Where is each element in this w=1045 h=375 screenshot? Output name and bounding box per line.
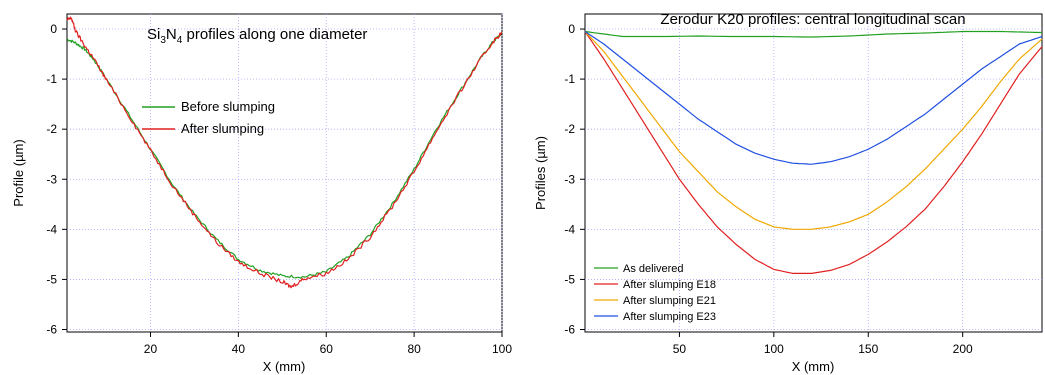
right-legend-label-e21: After slumping E21 bbox=[623, 295, 716, 307]
left-x-tick-label: 60 bbox=[320, 342, 334, 356]
right-plot-frame bbox=[584, 13, 1043, 333]
left-series-line-1 bbox=[66, 16, 503, 289]
left-legend-label-before: Before slumping bbox=[181, 99, 275, 114]
right-series-line-3 bbox=[584, 31, 1043, 165]
right-y-axis-label: Profiles (µm) bbox=[533, 136, 548, 210]
right-lines bbox=[584, 30, 1043, 274]
left-y-tick-label: -1 bbox=[46, 72, 57, 86]
right-y-tick-label: -1 bbox=[564, 72, 575, 86]
left-plot-frame bbox=[66, 13, 503, 333]
left-legend: Before slumping After slumping bbox=[142, 99, 275, 136]
left-y-tick-label: -5 bbox=[46, 272, 57, 286]
right-x-tick-label: 150 bbox=[858, 342, 878, 356]
right-ticks: 50 100 150 200 0 -1 -2 -3 -4 -5 -6 bbox=[564, 22, 973, 356]
right-y-tick-label: -3 bbox=[564, 172, 575, 186]
left-x-tick-label: 100 bbox=[492, 342, 512, 356]
right-chart-title: Zerodur K20 profiles: central longitudin… bbox=[660, 11, 965, 28]
right-x-tick-label: 100 bbox=[764, 342, 784, 356]
left-ticks: 20 40 60 80 100 0 -1 -2 -3 -4 -5 -6 bbox=[46, 22, 512, 356]
left-x-tick-label: 80 bbox=[407, 342, 421, 356]
right-y-tick-label: -2 bbox=[564, 122, 575, 136]
right-series-line-1 bbox=[584, 31, 1043, 274]
right-x-axis-label: X (mm) bbox=[792, 359, 835, 374]
right-legend-label-delivered: As delivered bbox=[623, 263, 684, 275]
right-legend-label-e23: After slumping E23 bbox=[623, 311, 716, 323]
right-x-tick-label: 50 bbox=[673, 342, 687, 356]
right-chart: 50 100 150 200 0 -1 -2 -3 -4 -5 -6 Zerodur K20 pro… bbox=[533, 11, 1043, 374]
left-y-tick-label: -2 bbox=[46, 122, 57, 136]
left-series-line-0 bbox=[66, 32, 503, 279]
right-series-line-2 bbox=[584, 31, 1043, 230]
left-x-tick-label: 40 bbox=[232, 342, 246, 356]
right-y-tick-label: 0 bbox=[568, 22, 575, 36]
right-y-tick-label: -4 bbox=[564, 222, 575, 236]
left-lines bbox=[66, 16, 503, 289]
left-grid bbox=[67, 14, 503, 332]
right-legend-label-e18: After slumping E18 bbox=[623, 279, 716, 291]
left-y-tick-label: -4 bbox=[46, 222, 57, 236]
left-legend-label-after: After slumping bbox=[181, 121, 264, 136]
right-y-tick-label: -5 bbox=[564, 272, 575, 286]
right-legend: As delivered After slumping E18 After sl… bbox=[594, 263, 716, 323]
left-y-tick-label: 0 bbox=[50, 22, 57, 36]
left-x-tick-label: 20 bbox=[144, 342, 158, 356]
left-chart: 20 40 60 80 100 0 -1 -2 -3 -4 -5 -6 Si3N4 profiles … bbox=[11, 13, 512, 374]
left-y-axis-label: Profile (µm) bbox=[11, 139, 26, 206]
left-chart-title: Si3N4 profiles along one diameter bbox=[147, 26, 367, 46]
left-y-tick-label: -6 bbox=[46, 322, 57, 336]
right-y-tick-label: -6 bbox=[564, 322, 575, 336]
right-x-tick-label: 200 bbox=[953, 342, 973, 356]
left-y-tick-label: -3 bbox=[46, 172, 57, 186]
right-series-line-0 bbox=[584, 30, 1043, 38]
right-grid bbox=[585, 14, 1042, 332]
left-x-axis-label: X (mm) bbox=[263, 359, 306, 374]
